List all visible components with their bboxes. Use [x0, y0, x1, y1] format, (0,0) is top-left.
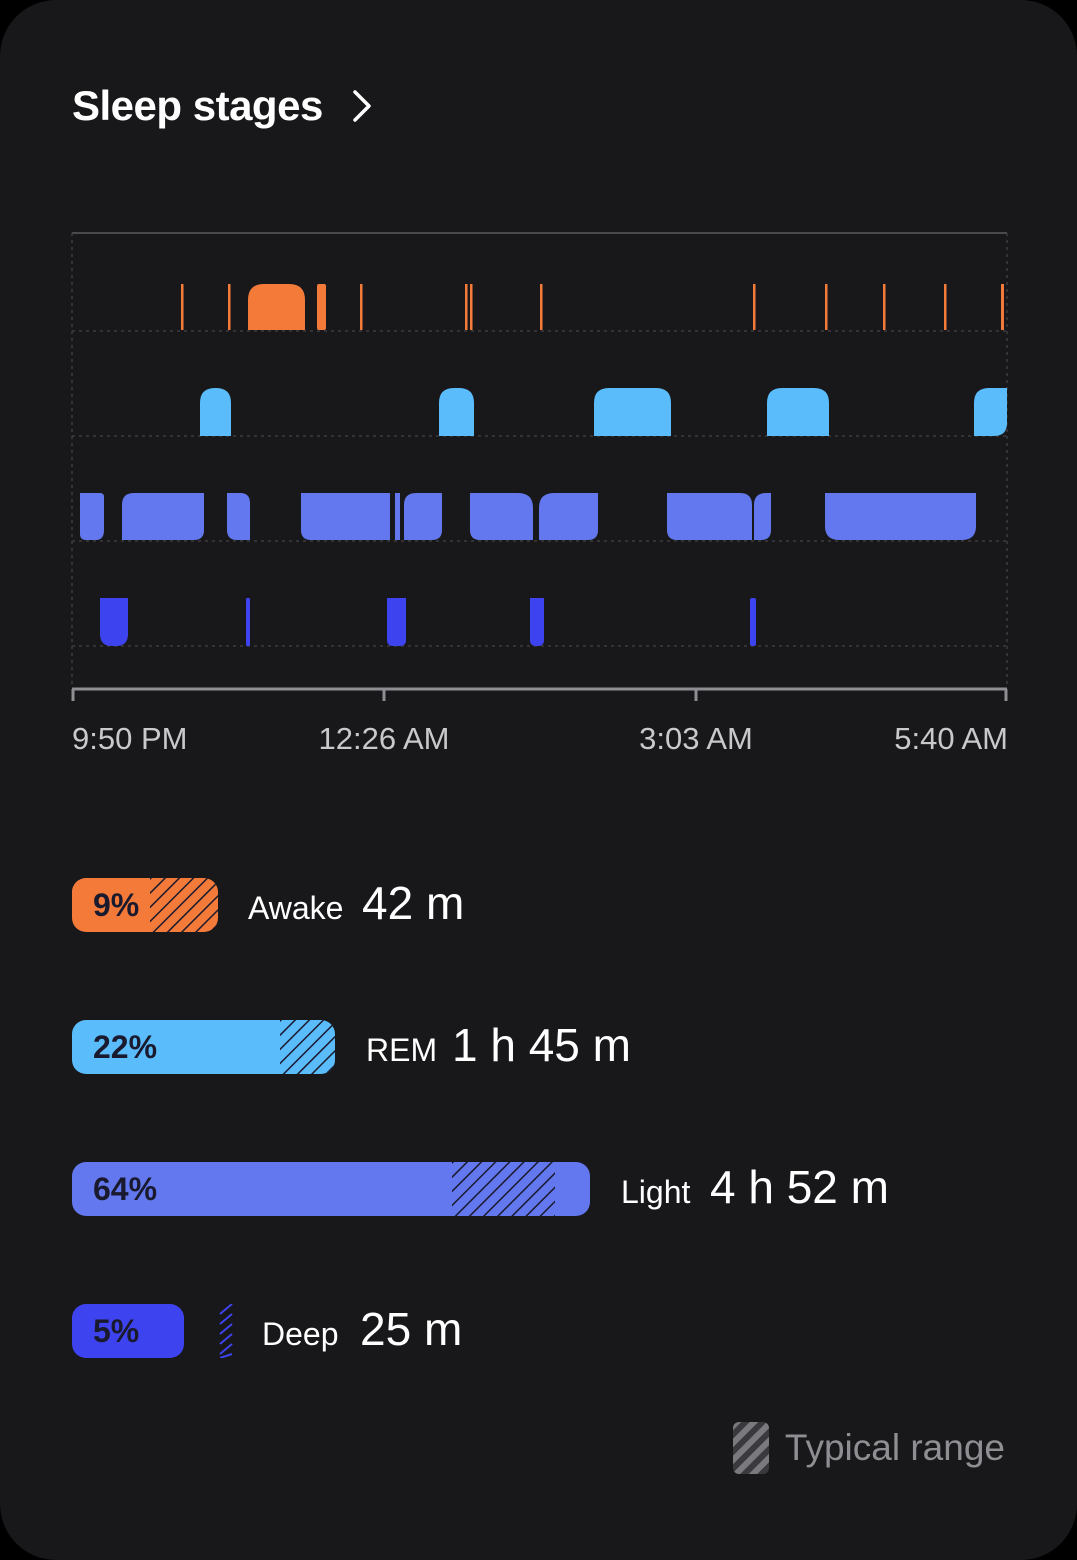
typical-range-hatch [150, 878, 218, 932]
stage-duration: 1 h 45 m [452, 1019, 631, 1071]
awake-segment [465, 284, 468, 330]
light-segment [754, 493, 771, 540]
typical-range-legend: Typical range [732, 1422, 1005, 1474]
stage-label: Deep [262, 1316, 339, 1352]
percent-bar: 22% [72, 1020, 335, 1074]
rem-segment [594, 388, 671, 436]
light-segment [404, 493, 442, 540]
light-segment [80, 493, 104, 540]
deep-segments [100, 598, 756, 646]
light-segment [667, 493, 752, 540]
light-segment [825, 493, 976, 540]
page-title: Sleep stages [72, 82, 323, 129]
stage-duration: 25 m [360, 1303, 463, 1355]
light-segment [470, 493, 533, 540]
deep-segment [750, 598, 756, 646]
light-segment [227, 493, 250, 540]
stage-duration: 4 h 52 m [710, 1161, 889, 1213]
x-tick-label: 3:03 AM [639, 721, 753, 756]
light-segments [80, 493, 976, 540]
stage-duration: 42 m [362, 877, 465, 929]
deep-segment [387, 598, 406, 646]
x-tick-label: 9:50 PM [72, 721, 187, 756]
light-segment [122, 493, 204, 540]
awake-segments [181, 284, 1004, 330]
rem-segment [439, 388, 474, 436]
stage-transitions [100, 330, 978, 600]
awake-segment [825, 284, 828, 330]
awake-segment [1001, 284, 1004, 330]
stage-label: Light [621, 1174, 691, 1210]
light-segment [318, 493, 390, 540]
awake-segment [248, 284, 305, 330]
percent-label: 5% [93, 1313, 140, 1349]
percent-bar: 9% [72, 878, 218, 932]
rem-segments [200, 388, 1007, 436]
rem-segment [767, 388, 829, 436]
x-tick-label: 12:26 AM [319, 721, 450, 756]
deep-segment [530, 598, 544, 646]
percent-label: 64% [93, 1171, 158, 1207]
sleep-stages-header[interactable]: Sleep stages [72, 82, 377, 130]
awake-segment [883, 284, 886, 330]
typical-range-hatch [280, 1020, 335, 1074]
percent-label: 22% [93, 1029, 158, 1065]
awake-segment [540, 284, 543, 330]
chevron-right-icon [353, 90, 371, 122]
awake-segment [360, 284, 363, 330]
legend-label: Typical range [784, 1427, 1005, 1468]
awake-segment [317, 284, 326, 330]
percent-bar: 64% [72, 1162, 590, 1216]
percent-bar: 5% [72, 1304, 184, 1358]
sleep-stage-chart: 9:50 PM 12:26 AM 3:03 AM 5:40 AM [71, 232, 1008, 756]
stage-label: Awake [248, 890, 344, 926]
light-segment [539, 493, 598, 540]
awake-segment [470, 284, 473, 330]
x-tick-label: 5:40 AM [894, 721, 1008, 756]
rem-segment [974, 388, 1007, 436]
light-segment [395, 493, 400, 540]
typical-range-hatch [219, 1304, 233, 1358]
stage-label: REM [366, 1032, 438, 1068]
percent-label: 9% [93, 887, 140, 923]
rem-segment [200, 388, 231, 436]
deep-segment [100, 598, 128, 646]
awake-segment [181, 284, 184, 330]
hatch-swatch-icon [732, 1422, 769, 1474]
deep-segment [246, 598, 250, 646]
awake-segment [753, 284, 756, 330]
awake-segment [228, 284, 231, 330]
typical-range-hatch [452, 1162, 555, 1216]
awake-segment [944, 284, 947, 330]
